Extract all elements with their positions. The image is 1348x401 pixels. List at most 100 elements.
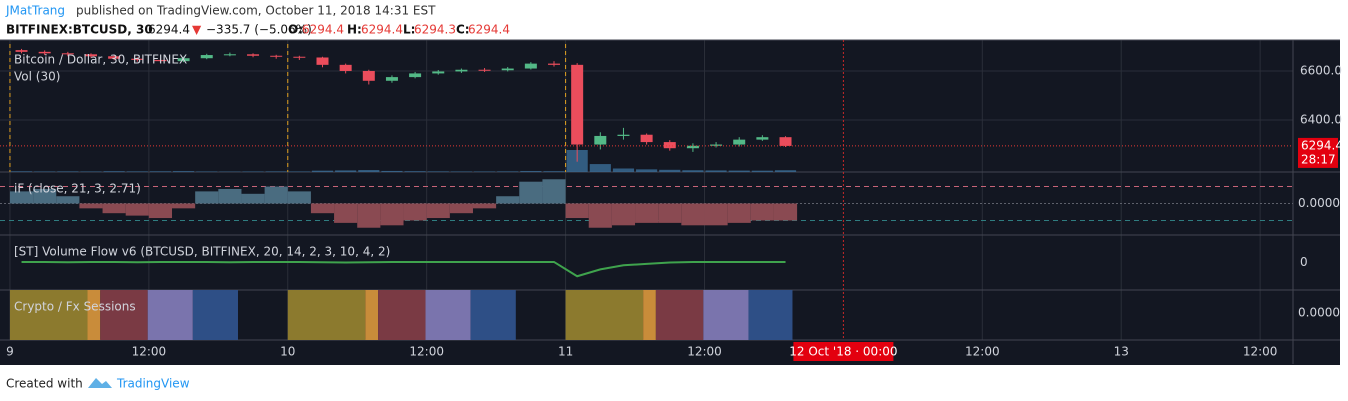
session-block xyxy=(748,290,793,340)
plot: 9 12:00 10 12:00 11 12:00 12 Oct '18 · 00:00 12… xyxy=(0,39,1343,364)
volume-bar xyxy=(659,169,681,172)
candle-body xyxy=(200,55,213,59)
volume-bar xyxy=(80,171,102,172)
volume-bar xyxy=(10,171,33,172)
candle-body xyxy=(594,135,607,145)
volume-bar xyxy=(381,170,403,172)
c-value: 6294.4 xyxy=(468,23,510,37)
candle-body xyxy=(432,71,445,74)
histogram-bar xyxy=(403,203,427,221)
candle-body xyxy=(409,73,422,78)
l-label: L: xyxy=(403,23,415,37)
histogram-bar xyxy=(588,203,612,228)
candle-body xyxy=(733,139,746,145)
volume-bar xyxy=(34,171,56,172)
candle-body xyxy=(38,51,51,54)
pane-tick: 0 xyxy=(1300,255,1308,269)
arrow: ▼ xyxy=(192,23,202,37)
pane-tick: 0.0000 xyxy=(1298,196,1340,210)
candle-body xyxy=(339,64,352,71)
tv-logo xyxy=(88,378,112,388)
x-tick-label: 12 Oct '18 · 00:00 xyxy=(789,345,897,359)
brand[interactable]: TradingView xyxy=(116,377,190,391)
histogram-bar xyxy=(542,179,566,204)
session-block xyxy=(287,290,366,340)
session-block xyxy=(565,290,644,340)
h-label: H: xyxy=(347,23,362,37)
last-price: 6294.4 xyxy=(1301,138,1343,152)
histogram-bar xyxy=(102,203,126,214)
histogram-bar xyxy=(172,203,196,209)
o-label: O: xyxy=(288,23,303,37)
l-value: 6294.3 xyxy=(414,23,456,37)
pane-title: Crypto / Fx Sessions xyxy=(14,300,136,314)
volume-bar xyxy=(705,170,727,172)
y-tick-label: 6600.0 xyxy=(1300,63,1342,77)
histogram-bar xyxy=(218,188,242,204)
c-label: C: xyxy=(456,23,470,37)
x-tick-label: 13 xyxy=(1114,345,1129,359)
candle-body xyxy=(61,53,74,55)
candle-body xyxy=(548,63,561,65)
x-tick-label: 12:00 xyxy=(132,345,167,359)
session-block xyxy=(470,290,516,340)
volume-bar xyxy=(196,171,218,172)
volume-bar xyxy=(265,171,287,172)
histogram-bar xyxy=(449,203,473,214)
volume-bar xyxy=(126,171,148,172)
volume-bar xyxy=(636,169,658,172)
session-block xyxy=(87,290,101,340)
volume-bar xyxy=(311,170,334,172)
candle-body xyxy=(223,54,236,56)
volume-title: Vol (30) xyxy=(14,70,60,84)
session-block xyxy=(655,290,704,340)
volume-bar xyxy=(149,171,172,172)
candle-body xyxy=(686,145,699,149)
x-tick-label: 12:00 xyxy=(409,345,444,359)
histogram-bar xyxy=(56,196,80,204)
candle-body xyxy=(154,59,167,62)
volume-bar xyxy=(242,171,264,172)
flow-line xyxy=(21,260,786,278)
histogram-bar xyxy=(565,203,589,219)
o-value: 6294.4 xyxy=(302,23,344,37)
histogram-bar xyxy=(426,203,450,219)
histogram-bar xyxy=(125,203,149,216)
volume-bar xyxy=(612,168,635,172)
histogram-bar xyxy=(519,181,543,204)
author[interactable]: JMatTrang xyxy=(5,4,65,18)
histogram-bar xyxy=(241,193,265,204)
volume-bar xyxy=(404,171,426,172)
candle-body xyxy=(131,58,144,60)
candle-body xyxy=(270,55,283,57)
session-block xyxy=(9,290,88,340)
volume-bar xyxy=(751,170,773,172)
volume-bar xyxy=(543,171,565,172)
x-tick-label: 10 xyxy=(280,345,295,359)
pane-title: [ST] Volume Flow v6 (BTCUSD, BITFINEX, 2… xyxy=(14,245,390,259)
histogram-bar xyxy=(357,203,381,228)
volume-bar xyxy=(427,171,449,172)
candle-body xyxy=(524,63,537,69)
session-block xyxy=(643,290,656,340)
volume-bar xyxy=(682,170,704,172)
x-tick-label: 12:00 xyxy=(1243,345,1278,359)
histogram-bar xyxy=(704,203,728,226)
volume-bar xyxy=(520,171,542,172)
candle-body xyxy=(108,56,121,59)
histogram-bar xyxy=(334,203,358,223)
chart-title: Bitcoin / Dollar, 30, BITFINEX xyxy=(14,53,187,67)
candle-body xyxy=(710,144,723,146)
candle-body xyxy=(293,56,306,58)
histogram-bar xyxy=(611,203,636,226)
histogram-bar xyxy=(773,203,798,221)
candle-body xyxy=(247,54,260,56)
volume-bar xyxy=(358,170,380,172)
histogram-bar xyxy=(681,203,705,226)
candle-body xyxy=(779,137,792,146)
candle-body xyxy=(617,134,630,136)
cursor-label-bg xyxy=(793,342,894,361)
x-tick-label: 12:00 xyxy=(965,345,1000,359)
volume-bar xyxy=(774,170,797,172)
candle-body xyxy=(640,134,653,143)
